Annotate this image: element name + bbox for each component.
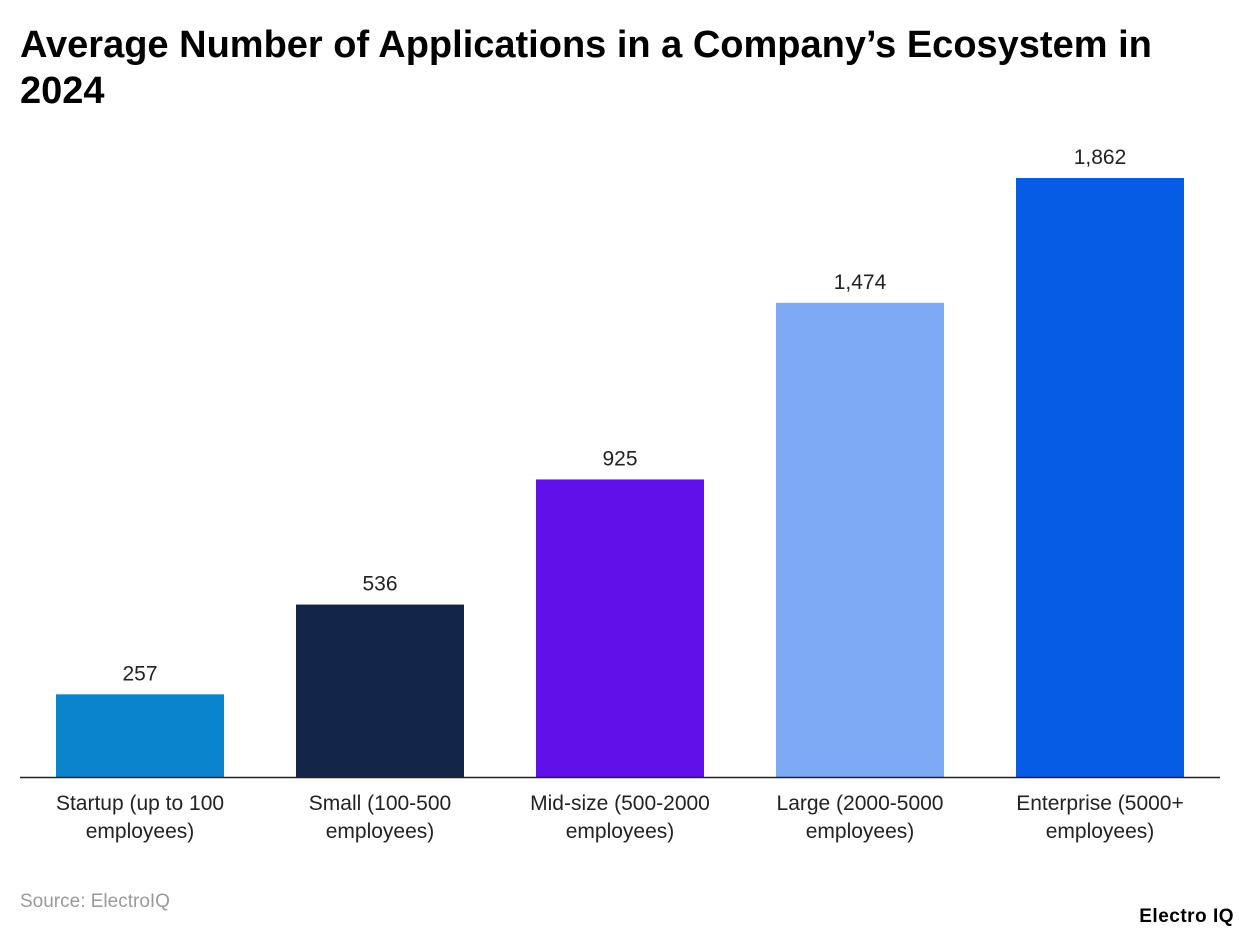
data-label: 536 bbox=[362, 573, 397, 596]
x-tick-label: Small (100-500 bbox=[309, 792, 451, 815]
source-note: Source: ElectroIQ bbox=[20, 891, 170, 912]
x-tick-label: employees) bbox=[566, 820, 675, 843]
x-tick-label: employees) bbox=[326, 820, 435, 843]
x-tick-label: Large (2000-5000 bbox=[777, 792, 944, 815]
bar bbox=[296, 604, 464, 777]
bar bbox=[56, 694, 224, 777]
data-label: 257 bbox=[122, 662, 157, 685]
bar bbox=[776, 302, 944, 777]
x-tick-label: employees) bbox=[86, 820, 195, 843]
data-label: 1,474 bbox=[834, 271, 887, 294]
x-tick-label: Mid-size (500-2000 bbox=[530, 792, 710, 815]
chart-title: Average Number of Applications in a Comp… bbox=[20, 24, 1152, 112]
data-label: 1,862 bbox=[1074, 146, 1127, 169]
electroiq-logo: Electro IQ bbox=[1139, 906, 1234, 927]
x-tick-label: employees) bbox=[1046, 820, 1155, 843]
data-label: 925 bbox=[602, 447, 637, 470]
x-tick-label: Enterprise (5000+ bbox=[1016, 792, 1184, 815]
bar-chart: 257 Startup (up to 100 employees) 536 Small … bbox=[20, 146, 1220, 843]
x-tick-label: employees) bbox=[806, 820, 915, 843]
x-tick-label: Startup (up to 100 bbox=[56, 792, 224, 815]
bar bbox=[1016, 178, 1184, 777]
bar bbox=[536, 479, 704, 777]
